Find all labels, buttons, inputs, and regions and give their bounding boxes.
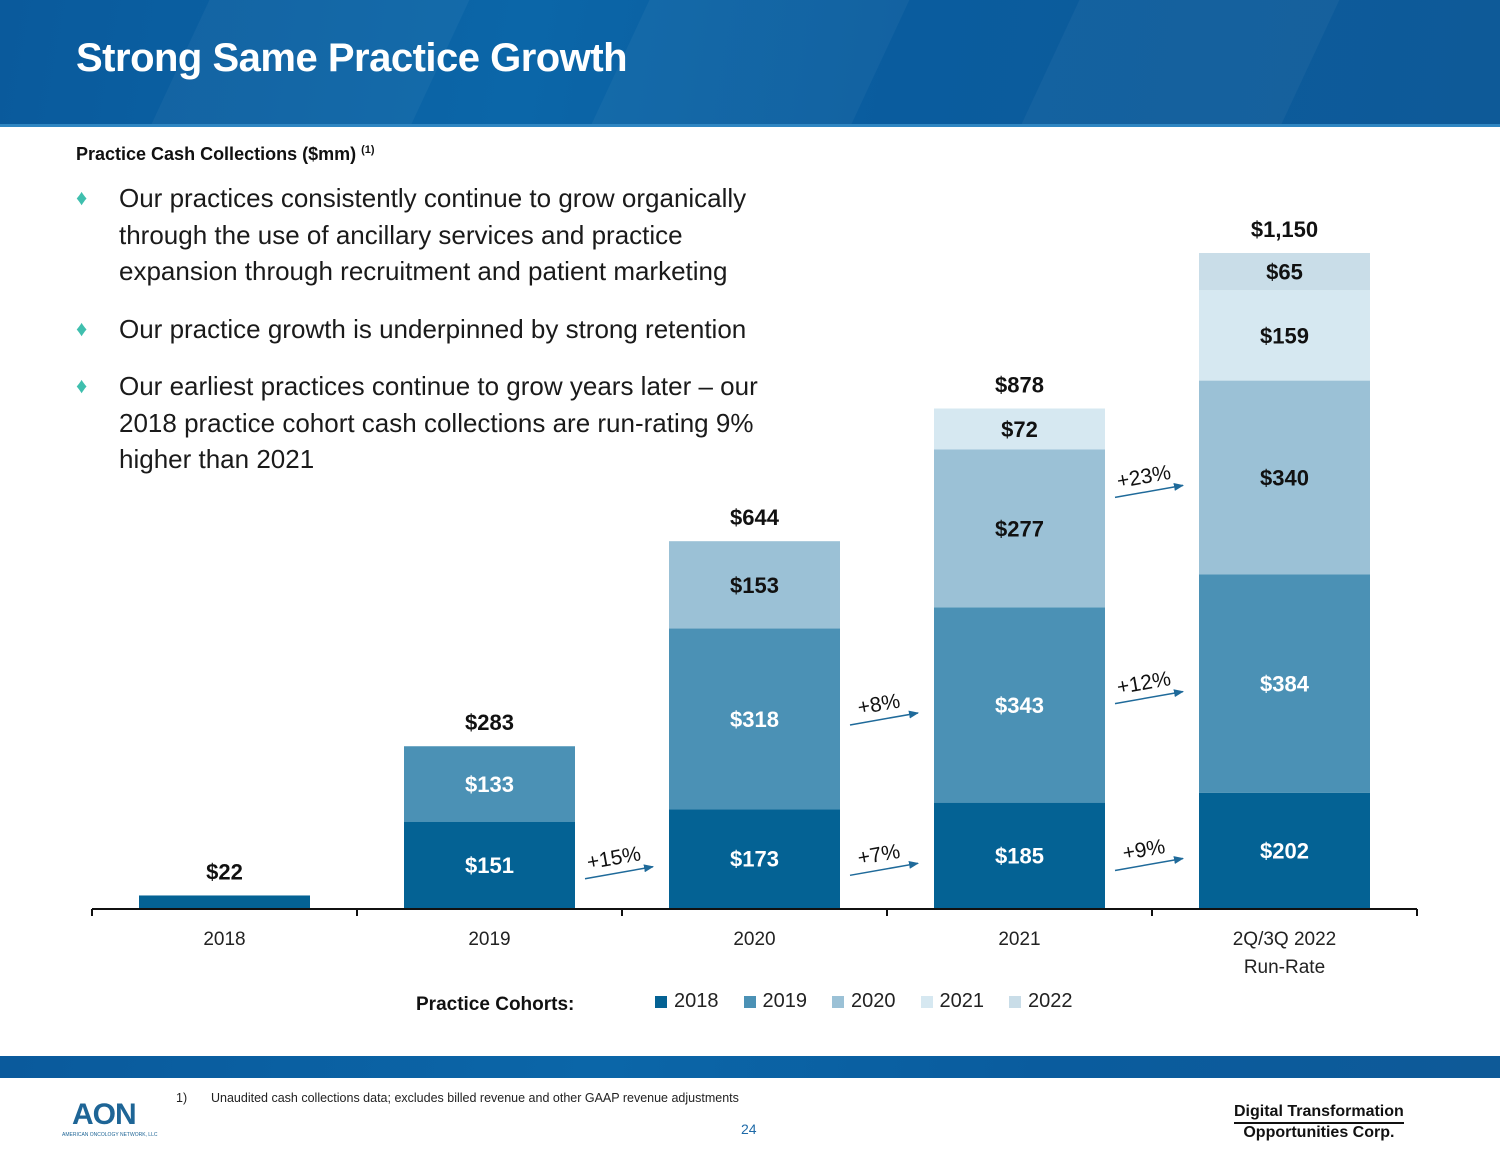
bar-segment-2018 [669,809,840,908]
legend-label: 2021 [939,990,985,1012]
category-label: 2018 [203,929,245,950]
diamond-bullet-icon: ♦ [76,373,88,398]
header-banner [0,0,1500,126]
total-label: $644 [730,505,780,530]
growth-arrow [584,864,654,880]
segment-label: $151 [465,853,514,878]
segment-label: $318 [730,707,779,732]
header-divider [0,124,1500,127]
partner-line-1: Digital Transformation [1234,1103,1404,1124]
segment-label: $133 [465,772,514,797]
chart-subtitle: Practice Cash Collections ($mm) (1) [76,144,375,165]
diamond-bullet-icon: ♦ [76,185,88,210]
footnote-number: 1) [176,1091,188,1105]
growth-arrow [849,710,919,726]
growth-arrow [1114,689,1184,705]
bullet-line: expansion through recruitment and patien… [119,256,728,286]
category-label: 2019 [468,929,510,950]
bullet-item: ♦ Our earliest practices continue to gro… [76,368,836,478]
growth-label: +7% [856,840,902,870]
legend-label: 2022 [1028,990,1073,1012]
segment-label: $72 [1001,417,1038,442]
bar-segment-2021 [934,408,1105,450]
logo-subtext: AMERICAN ONCOLOGY NETWORK, LLC [62,1132,158,1138]
total-label: $1,150 [1251,217,1318,242]
bar-segment-2020 [934,449,1105,608]
bullet-line: Our practice growth is underpinned by st… [119,313,747,344]
footnote-ref: (1) [361,144,375,156]
bullet-list: ♦ Our practices consistently continue to… [76,180,836,499]
legend-item-2018: 2018 [655,990,719,1013]
legend-swatch [920,995,933,1008]
bar-segment-2018 [139,895,310,908]
segment-label: $277 [995,516,1044,541]
footnote-text: Unaudited cash collections data; exclude… [211,1091,739,1105]
bullet-line: through the use of ancillary services an… [119,219,683,250]
bar-segment-2019 [1199,574,1370,793]
footnote: 1) Unaudited cash collections data; exclu… [176,1091,739,1105]
growth-label: +9% [1121,835,1167,865]
total-label: $878 [995,372,1044,397]
footer-band [0,1056,1500,1078]
legend-swatch [1009,995,1021,1008]
segment-label: $185 [995,843,1044,868]
bullet-line: Our practices consistently continue to g… [119,183,747,213]
bullet-line: 2018 practice cohort cash collections ar… [119,407,754,438]
legend-label: 2018 [674,990,719,1012]
growth-arrow [849,860,919,877]
legend-swatch [655,995,667,1008]
growth-label: +8% [856,690,902,720]
legend-item-2019: 2019 [743,990,808,1013]
aon-logo: AON AMERICAN ONCOLOGY NETWORK, LLC [62,1090,162,1150]
growth-arrow [1114,483,1184,499]
chart-legend: 2018 2019 2020 2021 2022 [655,990,1098,1013]
category-label: Run-Rate [1244,957,1325,978]
stacked-bar-chart: $22 $151 $133 $283 $173 $318 $153 $644 $185 $343 $… [91,217,1418,978]
category-label: 2Q/3Q 2022 [1233,929,1337,950]
segment-label: $173 [730,847,779,872]
bar-segment-2021 [1199,290,1370,381]
segment-label: $202 [1260,838,1309,863]
bar-segment-2020 [1199,380,1370,575]
segment-label: $340 [1260,465,1309,490]
bar-segment-2019 [404,746,575,822]
partner-line-2: Opportunities Corp. [1243,1124,1395,1141]
segment-label: $153 [730,573,779,598]
segment-label: $384 [1260,672,1310,697]
bar-segment-2018 [1199,792,1370,908]
bullet-item: ♦ Our practice growth is underpinned by … [76,311,836,348]
category-label: 2021 [998,929,1040,950]
legend-item-2022: 2022 [1009,990,1073,1013]
bullet-line: Our earliest practices continue to grow … [119,371,758,401]
bar-segment-2018 [404,821,575,908]
logo-text: AON [72,1098,137,1131]
segment-label: $343 [995,693,1044,718]
segment-label: $159 [1260,323,1309,348]
legend-label: 2020 [851,990,896,1012]
diamond-bullet-icon: ♦ [76,315,88,341]
bar-segment-2019 [669,628,840,810]
bar-segment-2022 [1199,253,1370,291]
chart-subtitle-text: Practice Cash Collections ($mm) [76,144,357,164]
legend-item-2020: 2020 [832,990,896,1013]
page-title: Strong Same Practice Growth [76,36,628,80]
growth-arrow [1114,856,1184,872]
legend-item-2021: 2021 [920,990,985,1013]
total-label: $22 [206,859,243,884]
segment-label: $65 [1266,260,1303,285]
category-label: 2020 [733,929,775,950]
legend-title: Practice Cohorts: [416,994,575,1015]
legend-label: 2019 [762,990,808,1012]
bullet-line: higher than 2021 [119,444,315,474]
total-label: $283 [465,710,514,735]
page-number: 24 [741,1121,757,1137]
bar-segment-2019 [934,607,1105,803]
bullet-item: ♦ Our practices consistently continue to… [76,180,836,290]
legend-swatch [832,995,844,1008]
bar-segment-2018 [934,802,1105,908]
partner-logo: Digital Transformation Opportunities Cor… [1234,1103,1404,1142]
bar-segment-2020 [669,541,840,629]
legend-swatch [743,995,756,1008]
